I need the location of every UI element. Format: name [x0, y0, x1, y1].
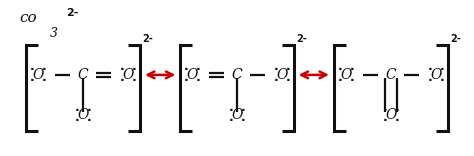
Text: ·: ·: [273, 73, 278, 87]
Text: ·: ·: [440, 63, 445, 76]
Text: C: C: [232, 68, 242, 82]
Text: ·: ·: [132, 73, 137, 87]
Text: ·: ·: [183, 73, 188, 87]
Text: ·: ·: [241, 114, 246, 127]
Text: O: O: [77, 108, 89, 122]
Text: O: O: [186, 68, 198, 82]
Text: ·: ·: [383, 104, 387, 117]
Text: co: co: [19, 11, 36, 25]
Text: ·: ·: [383, 114, 387, 127]
Text: 2-: 2-: [296, 34, 307, 44]
Text: ·: ·: [42, 73, 46, 87]
Text: 2-: 2-: [450, 34, 461, 44]
Text: O: O: [340, 68, 352, 82]
Text: O: O: [122, 68, 134, 82]
Text: ·: ·: [428, 73, 432, 87]
Text: ·: ·: [228, 104, 233, 117]
Text: ·: ·: [119, 73, 124, 87]
Text: ·: ·: [196, 63, 201, 76]
Text: O: O: [231, 108, 243, 122]
Text: ·: ·: [228, 114, 233, 127]
Text: O: O: [385, 108, 397, 122]
Text: ·: ·: [87, 114, 91, 127]
Text: ·: ·: [241, 104, 246, 117]
Text: ·: ·: [350, 73, 355, 87]
Text: O: O: [32, 68, 44, 82]
Text: ·: ·: [286, 73, 291, 87]
Text: ·: ·: [132, 63, 137, 76]
Text: ·: ·: [29, 73, 34, 87]
Text: O: O: [276, 68, 288, 82]
Text: ·: ·: [350, 63, 355, 76]
Text: C: C: [78, 68, 88, 82]
Text: ·: ·: [395, 114, 400, 127]
Text: ·: ·: [286, 63, 291, 76]
Text: ·: ·: [42, 63, 46, 76]
Text: ·: ·: [29, 63, 34, 76]
Text: ·: ·: [273, 63, 278, 76]
Text: C: C: [386, 68, 396, 82]
Text: ·: ·: [440, 73, 445, 87]
Text: ·: ·: [428, 63, 432, 76]
Text: ·: ·: [119, 63, 124, 76]
Text: O: O: [430, 68, 442, 82]
Text: ·: ·: [337, 63, 342, 76]
Text: 2-: 2-: [66, 8, 79, 18]
Text: ·: ·: [74, 114, 79, 127]
Text: ·: ·: [337, 73, 342, 87]
Text: ·: ·: [395, 104, 400, 117]
Text: ·: ·: [183, 63, 188, 76]
Text: ·: ·: [87, 104, 91, 117]
Text: ·: ·: [196, 73, 201, 87]
Text: ·: ·: [74, 104, 79, 117]
Text: 3: 3: [50, 27, 58, 39]
Text: 2-: 2-: [142, 34, 153, 44]
